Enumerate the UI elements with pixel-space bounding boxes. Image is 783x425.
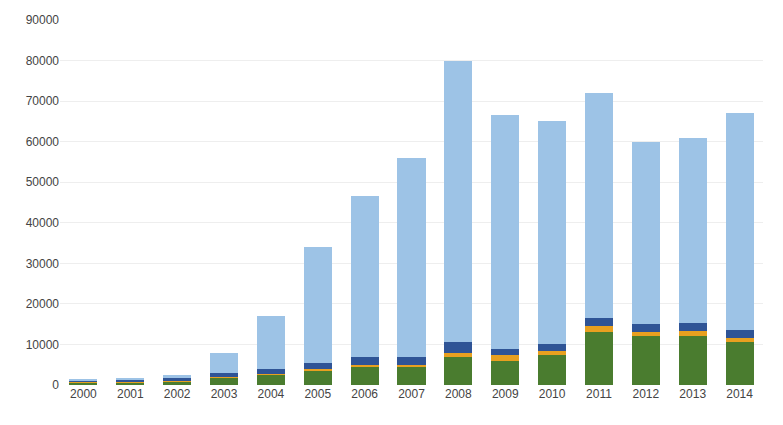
svg-text:0: 0 [52,378,59,392]
svg-text:2012: 2012 [632,387,659,401]
svg-text:70000: 70000 [26,94,60,108]
svg-text:30000: 30000 [26,257,60,271]
svg-text:2000: 2000 [70,387,97,401]
svg-text:2007: 2007 [398,387,425,401]
svg-text:2011: 2011 [586,387,612,401]
svg-text:2014: 2014 [726,387,753,401]
svg-text:10000: 10000 [26,338,60,352]
svg-text:2002: 2002 [164,387,191,401]
svg-text:2004: 2004 [258,387,285,401]
svg-text:50000: 50000 [26,175,60,189]
svg-text:2006: 2006 [351,387,378,401]
svg-text:2003: 2003 [211,387,238,401]
svg-text:80000: 80000 [26,54,60,68]
svg-text:2001: 2001 [117,387,144,401]
svg-text:2009: 2009 [492,387,519,401]
svg-text:40000: 40000 [26,216,60,230]
svg-text:90000: 90000 [26,13,60,27]
svg-text:2005: 2005 [304,387,331,401]
svg-text:2008: 2008 [445,387,472,401]
svg-text:20000: 20000 [26,297,60,311]
svg-text:2013: 2013 [679,387,706,401]
svg-text:2010: 2010 [539,387,566,401]
svg-text:60000: 60000 [26,135,60,149]
